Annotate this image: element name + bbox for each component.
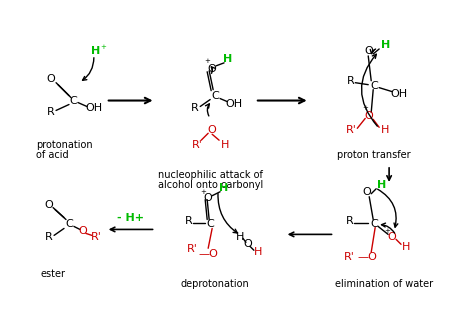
Text: H: H	[221, 140, 229, 150]
Text: —O: —O	[198, 249, 218, 259]
Text: +: +	[204, 58, 210, 64]
Text: O: O	[45, 200, 54, 210]
Text: +: +	[362, 106, 368, 111]
Text: R: R	[47, 108, 55, 117]
Text: deprotonation: deprotonation	[181, 279, 249, 289]
Text: alcohol onto carbonyl: alcohol onto carbonyl	[157, 180, 263, 190]
Text: H: H	[402, 242, 410, 252]
Text: R: R	[346, 76, 354, 86]
Text: H: H	[254, 247, 262, 257]
Text: +: +	[100, 44, 106, 50]
Text: C: C	[65, 219, 73, 230]
Text: H: H	[376, 180, 386, 190]
Text: C: C	[69, 96, 77, 106]
Text: OH: OH	[85, 103, 102, 113]
Text: proton transfer: proton transfer	[337, 150, 411, 160]
Text: C: C	[370, 81, 378, 91]
Text: O: O	[204, 193, 212, 203]
Text: H: H	[91, 46, 100, 56]
Text: R': R'	[192, 140, 203, 150]
Text: OH: OH	[226, 98, 243, 109]
Text: R: R	[45, 232, 53, 242]
Text: R: R	[191, 103, 199, 113]
Text: elimination of water: elimination of water	[335, 279, 433, 289]
Text: R: R	[184, 216, 192, 227]
Text: ester: ester	[41, 269, 65, 279]
Text: O: O	[47, 74, 55, 84]
Text: C: C	[370, 219, 378, 230]
Text: O: O	[365, 111, 374, 121]
Text: O: O	[363, 187, 372, 197]
Text: R': R'	[187, 244, 198, 254]
Text: nucleophilic attack of: nucleophilic attack of	[158, 170, 263, 180]
Text: O: O	[388, 232, 396, 242]
Text: —O: —O	[357, 252, 377, 262]
Text: of acid: of acid	[36, 150, 69, 160]
Text: O: O	[208, 125, 217, 135]
Text: H: H	[219, 183, 228, 193]
Text: O: O	[208, 64, 217, 74]
Text: R': R'	[344, 252, 355, 262]
Text: H: H	[236, 232, 244, 242]
Text: R: R	[346, 216, 353, 227]
Text: H: H	[381, 40, 390, 50]
Text: +: +	[384, 229, 390, 234]
Text: O: O	[365, 46, 374, 56]
Text: R': R'	[91, 232, 101, 242]
Text: +: +	[200, 189, 206, 195]
Text: OH: OH	[391, 89, 408, 98]
Text: H: H	[381, 125, 389, 135]
Text: - H+: - H+	[117, 213, 144, 223]
Text: O: O	[244, 239, 252, 249]
Text: C: C	[211, 91, 219, 101]
Text: R': R'	[346, 125, 357, 135]
Text: protonation: protonation	[36, 140, 93, 150]
Text: C: C	[206, 219, 214, 230]
Text: O: O	[79, 227, 87, 236]
Text: H: H	[223, 54, 233, 64]
